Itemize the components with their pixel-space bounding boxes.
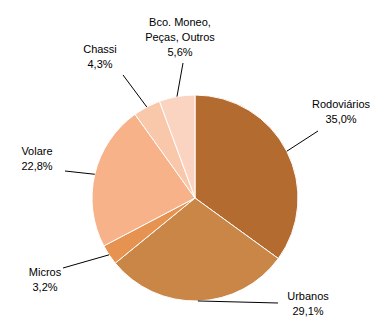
svg-text:Volare: Volare — [21, 145, 52, 157]
svg-text:22,8%: 22,8% — [21, 160, 52, 172]
svg-text:Micros: Micros — [29, 266, 62, 278]
svg-text:29,1%: 29,1% — [292, 305, 323, 317]
svg-text:Peças, Outros: Peças, Outros — [145, 31, 215, 43]
svg-text:Urbanos: Urbanos — [287, 290, 329, 302]
svg-text:3,2%: 3,2% — [32, 281, 57, 293]
svg-text:Chassi: Chassi — [83, 43, 117, 55]
svg-text:Bco. Moneo,: Bco. Moneo, — [149, 16, 211, 28]
svg-text:5,6%: 5,6% — [167, 46, 192, 58]
svg-text:35,0%: 35,0% — [325, 113, 356, 125]
svg-text:4,3%: 4,3% — [87, 58, 112, 70]
svg-text:Rodoviários: Rodoviários — [312, 98, 370, 110]
